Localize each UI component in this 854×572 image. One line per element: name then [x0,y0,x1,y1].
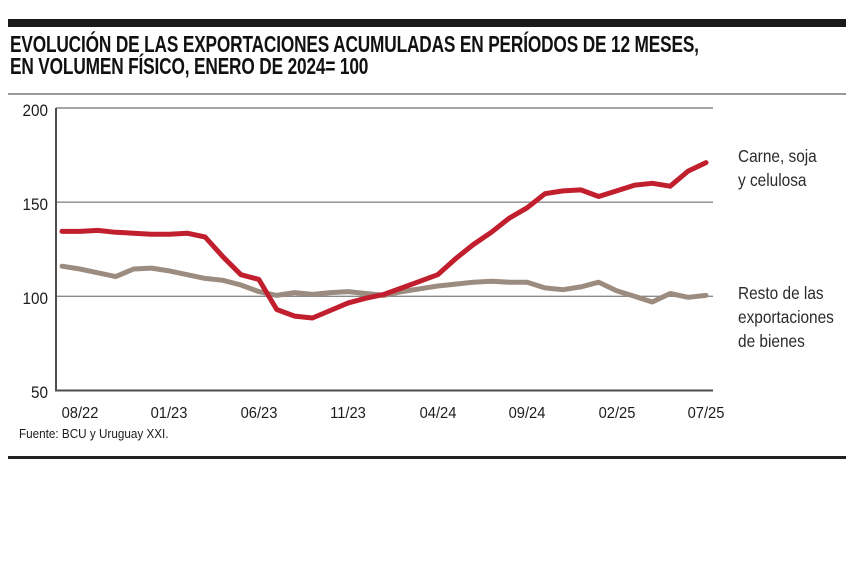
series-label-carne-line-2: y celulosa [738,170,807,190]
page-title: EVOLUCIÓN DE LAS EXPORTACIONES ACUMULADA… [10,31,850,79]
series-label-resto-line-3: de bienes [738,331,805,351]
y-axis-tick-50: 50 [30,383,48,402]
source-note: Fuente: BCU y Uruguay XXI. [19,426,169,441]
x-axis-tick-0623: 06/23 [240,405,278,422]
bottom-rule [8,456,846,459]
x-axis-tick-0924: 09/24 [508,405,546,422]
y-axis-tick-150: 150 [22,195,48,214]
x-axis-tick-0822: 08/22 [61,405,99,422]
x-axis-tick-0225: 02/25 [598,405,636,422]
x-axis-tick-1123: 11/23 [330,405,366,422]
page-title-line-1: EVOLUCIÓN DE LAS EXPORTACIONES ACUMULADA… [10,31,699,57]
series-label-resto-line-2: exportaciones [738,307,834,327]
page-title-line-2: EN VOLUMEN FÍSICO, ENERO DE 2024= 100 [10,53,369,79]
x-axis-tick-0424: 04/24 [419,405,457,422]
title-divider-rule [8,93,846,95]
y-axis-tick-200: 200 [22,101,48,120]
series-label-carne-line-1: Carne, soja [738,146,817,166]
x-axis-tick-0123: 01/23 [150,405,188,422]
series-label-resto-line-1: Resto de las [738,283,824,303]
top-black-bar [8,19,846,27]
series-label-carne-soja-celulosa: Carne, soja y celulosa [738,144,817,192]
series-label-resto-exportaciones: Resto de las exportaciones de bienes [738,281,834,353]
series-line-carne-soja-celulosa [59,160,709,321]
x-axis-tick-0725: 07/25 [687,405,725,422]
y-axis-tick-100: 100 [22,289,48,308]
